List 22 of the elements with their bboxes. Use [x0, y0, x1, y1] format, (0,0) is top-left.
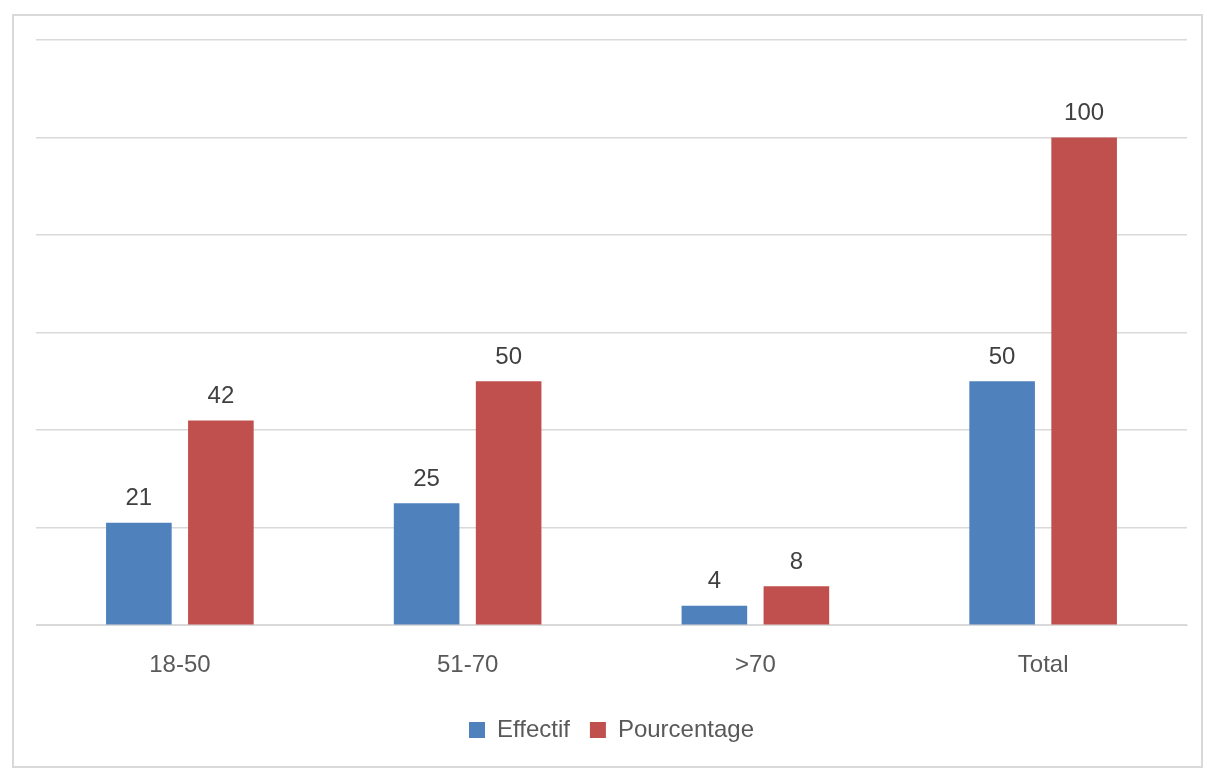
data-label: 50 — [988, 341, 1016, 369]
data-label: 42 — [207, 381, 235, 409]
data-label: 8 — [789, 546, 804, 574]
x-tick-label: 51-70 — [436, 650, 499, 678]
bar — [188, 420, 254, 625]
bar — [475, 381, 542, 625]
data-label: 50 — [495, 341, 522, 369]
bar — [763, 586, 830, 625]
bar — [1051, 137, 1117, 625]
bar — [106, 522, 172, 625]
bar — [969, 381, 1035, 625]
legend-label: Effectif — [496, 714, 571, 742]
data-label: 21 — [125, 483, 153, 511]
x-tick-label: >70 — [735, 650, 776, 678]
bar — [681, 605, 748, 625]
data-label: 25 — [413, 463, 440, 491]
legend-label: Pourcentage — [617, 714, 755, 742]
x-tick-label: 18-50 — [149, 650, 211, 678]
data-label: 100 — [1064, 98, 1105, 126]
data-label: 4 — [707, 566, 722, 594]
x-tick-label: Total — [1017, 650, 1069, 678]
bar — [393, 503, 460, 625]
